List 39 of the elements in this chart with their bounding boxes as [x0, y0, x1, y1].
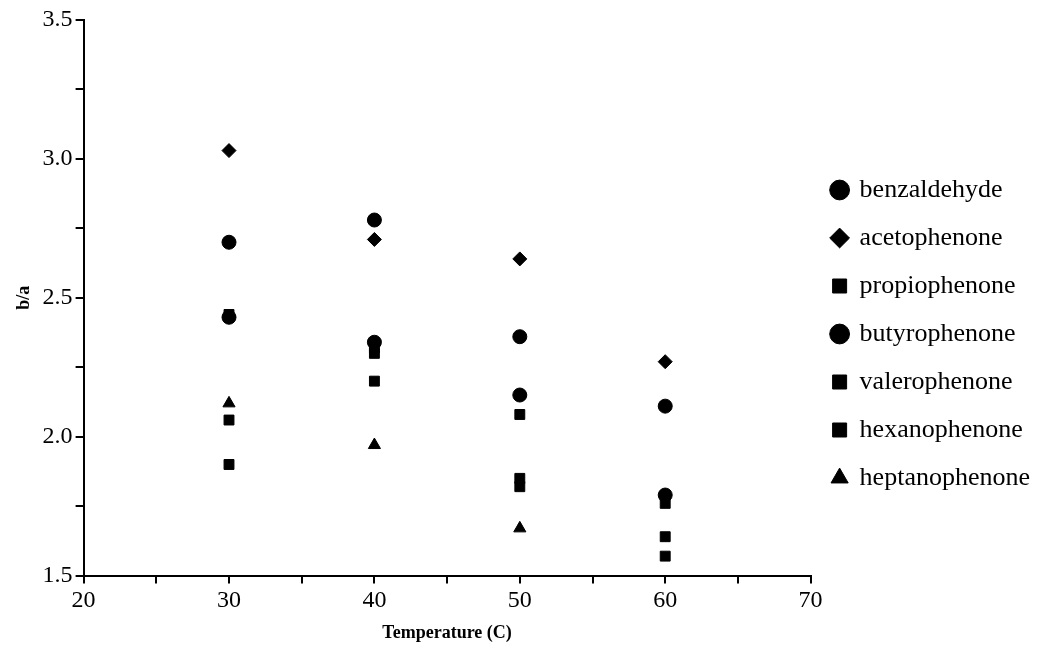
x-tick-label: 50	[507, 586, 532, 613]
legend-label: valerophenone	[859, 365, 1013, 395]
point	[659, 531, 671, 543]
legend-label: butyrophenone	[859, 317, 1016, 347]
point	[512, 329, 528, 345]
point	[368, 375, 380, 387]
point	[366, 212, 382, 228]
point	[514, 409, 526, 420]
point	[512, 251, 528, 267]
legend-label: acetophenone	[859, 221, 1003, 251]
point	[657, 354, 673, 370]
x-tick-label: 20	[71, 586, 96, 613]
legend-label: propiophenone	[859, 269, 1016, 299]
point	[512, 387, 528, 403]
x-tick-label: 30	[217, 586, 241, 613]
x-tick-label: 60	[653, 586, 678, 613]
x-axis-title: Temperature (C)	[382, 621, 512, 643]
legend-label: benzaldehyde	[859, 173, 1003, 203]
y-tick-label: 3.0	[42, 144, 73, 171]
y-tick-label: 3.5	[42, 5, 73, 32]
point	[367, 437, 381, 450]
y-tick-label: 2.5	[42, 283, 73, 310]
point	[223, 414, 235, 426]
y-tick-label: 2.0	[42, 422, 73, 448]
point	[221, 234, 237, 250]
point	[513, 520, 527, 533]
point	[223, 459, 235, 470]
y-axis-title: b/a	[13, 285, 34, 310]
legend-label: heptanophenone	[859, 461, 1031, 491]
point	[222, 395, 236, 408]
point	[514, 481, 526, 493]
x-tick-label: 70	[798, 586, 823, 613]
y-tick-label: 1.5	[42, 560, 73, 587]
point	[657, 398, 673, 414]
x-tick-label: 40	[362, 586, 387, 613]
point	[659, 550, 671, 562]
point	[366, 231, 382, 247]
point	[221, 143, 237, 159]
legend-label: hexanophenone	[859, 413, 1023, 443]
